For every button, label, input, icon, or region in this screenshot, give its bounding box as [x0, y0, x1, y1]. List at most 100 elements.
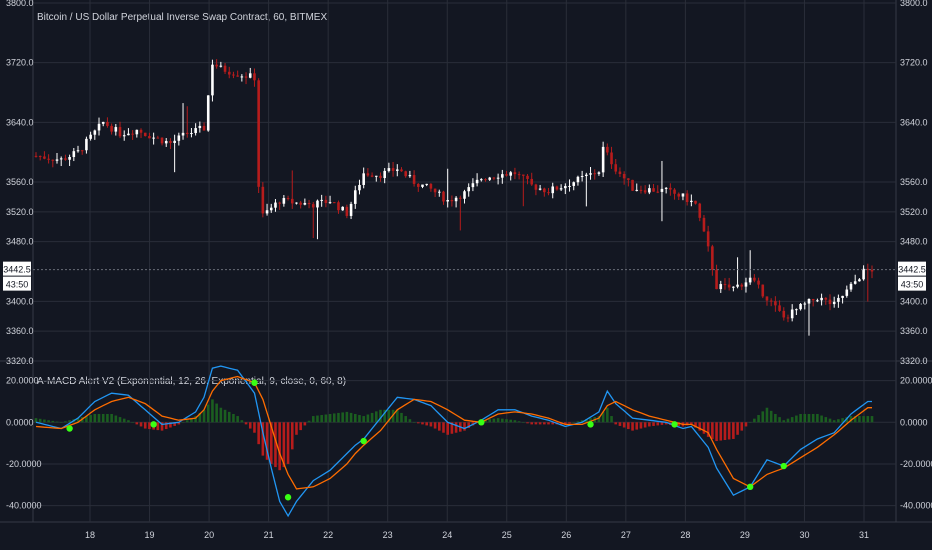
histogram-bar	[509, 419, 513, 423]
candle-body	[395, 169, 399, 171]
candle-body	[685, 193, 689, 203]
candle-body	[299, 202, 302, 205]
histogram-bar	[341, 412, 344, 423]
candle-body	[34, 155, 38, 157]
histogram-bar	[177, 422, 181, 425]
price-tick-label-left: 3640.0	[6, 117, 34, 127]
candle-body	[59, 158, 63, 160]
histogram-bar	[534, 422, 538, 425]
candle-body	[568, 185, 571, 187]
candle-body	[593, 173, 597, 175]
histogram-bar	[47, 420, 50, 423]
histogram-bar	[727, 422, 731, 440]
price-tick-label-right: 3360.0	[900, 326, 928, 336]
histogram-bar	[723, 422, 727, 440]
candle-body	[236, 75, 239, 77]
candle-body	[580, 176, 584, 178]
histogram-bar	[64, 421, 67, 423]
candle-body	[799, 304, 802, 310]
histogram-bar	[416, 422, 420, 424]
candle-body	[459, 197, 462, 199]
candle-body	[866, 268, 870, 270]
candle-body	[257, 80, 260, 187]
candle-body	[286, 198, 290, 200]
histogram-bar	[572, 422, 576, 423]
candle-body	[522, 174, 525, 176]
histogram-bar	[690, 422, 693, 425]
time-tick-label: 24	[442, 530, 452, 540]
candle-body	[480, 179, 483, 181]
candle-body	[248, 73, 252, 78]
price-tick-label-left: 3480.0	[6, 237, 34, 247]
histogram-bar	[345, 411, 349, 423]
cross-marker	[284, 494, 292, 501]
candle-body	[181, 132, 185, 136]
histogram-bar	[97, 413, 101, 423]
time-tick-label: 20	[204, 530, 214, 540]
candle-body	[408, 175, 412, 177]
candle-body	[509, 172, 513, 176]
candle-body	[765, 296, 769, 301]
histogram-bar	[387, 409, 391, 423]
histogram-bar	[135, 422, 139, 425]
histogram-bar	[55, 421, 59, 423]
candle-body	[278, 202, 281, 204]
cross-marker	[780, 462, 787, 470]
chart-title: Bitcoin / US Dollar Perpetual Inverse Sw…	[37, 12, 328, 23]
candle-body	[601, 146, 605, 173]
histogram-bar	[185, 420, 189, 423]
countdown-badge-left	[3, 276, 31, 291]
candle-body	[706, 231, 710, 247]
candle-body	[736, 284, 739, 287]
histogram-bar	[227, 411, 231, 423]
candle-body	[820, 297, 823, 301]
candle-body	[85, 138, 88, 151]
histogram-bar	[824, 417, 828, 423]
candle-body	[652, 188, 655, 192]
histogram-bar	[501, 418, 504, 423]
last-price-badge-right	[898, 261, 926, 276]
candle-body	[387, 168, 391, 171]
candle-body	[597, 172, 601, 174]
candle-body	[858, 279, 861, 282]
histogram-bar	[391, 409, 395, 423]
candle-body	[177, 135, 181, 141]
cross-marker	[360, 437, 367, 445]
price-tick-label-right: 3640.0	[900, 117, 928, 127]
histogram-bar	[429, 422, 433, 427]
candle-body	[488, 177, 492, 180]
cross-marker	[478, 419, 485, 426]
histogram-bar	[782, 420, 786, 423]
histogram-bar	[286, 422, 290, 464]
candle-body	[345, 206, 349, 216]
histogram-bar	[349, 412, 353, 423]
histogram-bar	[366, 414, 370, 423]
candle-body	[194, 128, 197, 134]
histogram-bar	[757, 415, 760, 423]
histogram-bar	[248, 422, 252, 429]
candle-body	[702, 217, 706, 232]
histogram-bar	[232, 413, 235, 423]
candle-body	[622, 174, 626, 179]
histogram-bar	[328, 413, 332, 423]
histogram-bar	[837, 419, 840, 423]
signal-line	[35, 375, 872, 490]
histogram-bar	[845, 417, 849, 423]
candle-body	[412, 175, 416, 184]
histogram-bar	[765, 407, 769, 423]
candle-body	[433, 188, 437, 193]
histogram-bar	[51, 420, 55, 423]
histogram-bar	[353, 413, 357, 423]
histogram-bar	[160, 422, 164, 431]
cross-marker	[251, 379, 258, 386]
histogram-bar	[101, 413, 105, 423]
histogram-bar	[290, 422, 294, 450]
candle-body	[97, 123, 101, 131]
histogram-bar	[425, 422, 428, 426]
histogram-bar	[551, 422, 555, 425]
histogram-bar	[278, 422, 281, 471]
countdown-badge-right	[898, 276, 926, 291]
histogram-bar	[774, 413, 777, 423]
candle-body	[547, 192, 550, 194]
